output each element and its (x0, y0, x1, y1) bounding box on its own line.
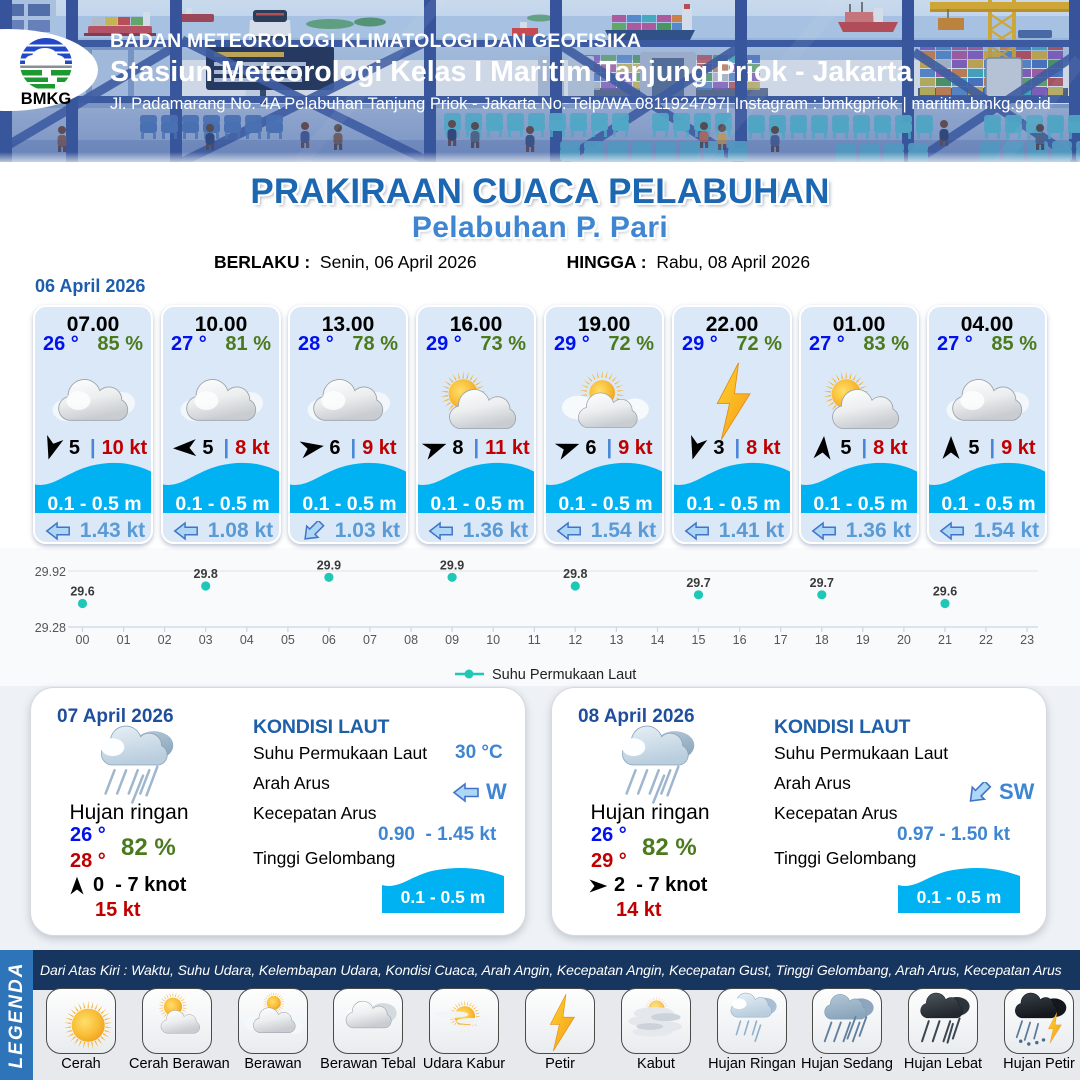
svg-text:03: 03 (199, 633, 213, 647)
svg-text:29.7: 29.7 (810, 576, 834, 590)
svg-text:08: 08 (404, 633, 418, 647)
svg-text:15: 15 (692, 633, 706, 647)
svg-text:16: 16 (733, 633, 747, 647)
svg-text:13: 13 (609, 633, 623, 647)
svg-text:29.6: 29.6 (933, 585, 957, 599)
svg-text:14: 14 (651, 633, 665, 647)
svg-text:00: 00 (76, 633, 90, 647)
svg-text:07: 07 (363, 633, 377, 647)
svg-text:05: 05 (281, 633, 295, 647)
svg-text:10: 10 (486, 633, 500, 647)
svg-text:20: 20 (897, 633, 911, 647)
svg-text:22: 22 (979, 633, 993, 647)
svg-text:19: 19 (856, 633, 870, 647)
svg-text:29.8: 29.8 (563, 567, 587, 581)
svg-text:11: 11 (528, 633, 541, 647)
svg-text:01: 01 (117, 633, 131, 647)
svg-text:17: 17 (774, 633, 788, 647)
svg-text:04: 04 (240, 633, 254, 647)
svg-text:29.9: 29.9 (317, 558, 341, 572)
svg-text:09: 09 (445, 633, 459, 647)
svg-text:21: 21 (938, 633, 952, 647)
svg-text:18: 18 (815, 633, 829, 647)
svg-text:29.6: 29.6 (70, 585, 94, 599)
svg-text:12: 12 (568, 633, 582, 647)
svg-text:0.1 - 0.5 m: 0.1 - 0.5 m (401, 887, 486, 907)
svg-text:06: 06 (322, 633, 336, 647)
svg-text:02: 02 (158, 633, 172, 647)
svg-text:29.92: 29.92 (35, 565, 66, 579)
svg-text:29.8: 29.8 (194, 567, 218, 581)
svg-text:BMKG: BMKG (21, 90, 71, 108)
svg-text:23: 23 (1020, 633, 1034, 647)
svg-text:29.7: 29.7 (686, 576, 710, 590)
svg-text:29.28: 29.28 (35, 621, 66, 635)
svg-text:0.1 - 0.5 m: 0.1 - 0.5 m (917, 887, 1002, 907)
svg-text:Suhu Permukaan Laut: Suhu Permukaan Laut (492, 667, 636, 683)
svg-text:29.9: 29.9 (440, 558, 464, 572)
